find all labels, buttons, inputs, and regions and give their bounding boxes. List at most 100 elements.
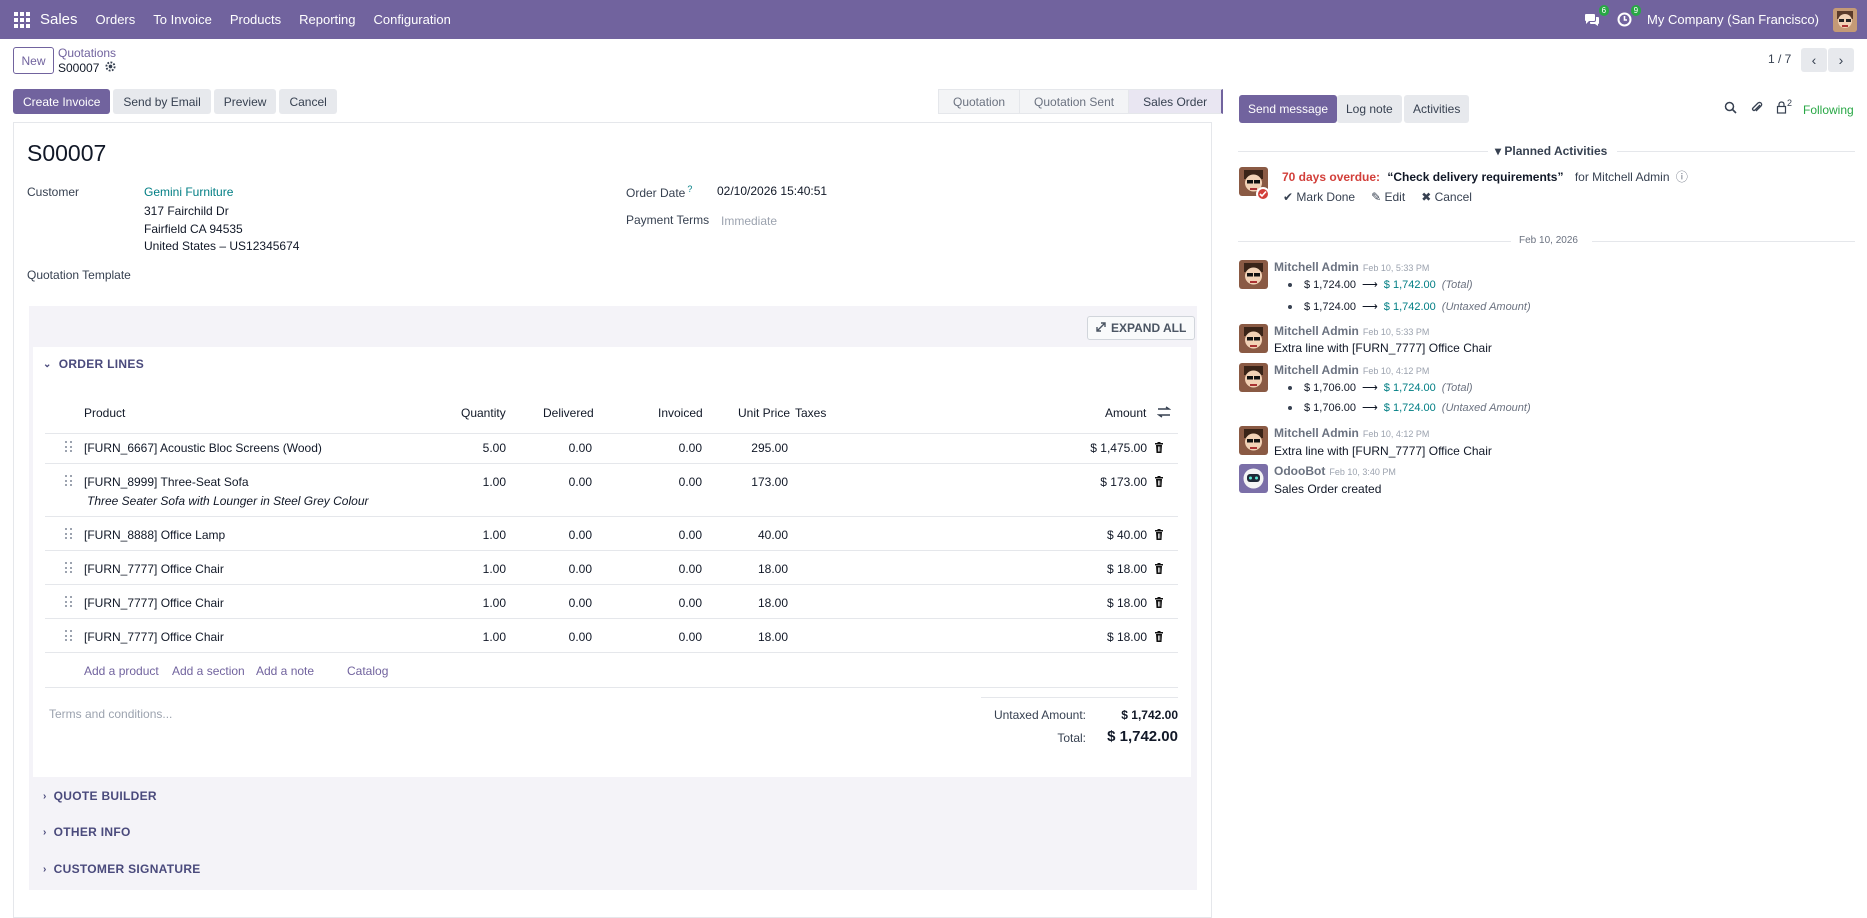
quote-builder-toggle[interactable]: › QUOTE BUILDER (43, 789, 157, 803)
app-grid-icon[interactable] (14, 11, 30, 28)
row-1-invoiced[interactable]: 0.00 (678, 441, 702, 455)
following-toggle[interactable]: Following (1803, 103, 1854, 117)
row-6-unit-price[interactable]: 18.00 (757, 630, 788, 644)
cancel-activity-button[interactable]: ✖ Cancel (1421, 190, 1472, 204)
menu-reporting[interactable]: Reporting (299, 12, 356, 27)
gear-icon[interactable] (105, 61, 116, 75)
row-1-unit-price[interactable]: 295.00 (751, 441, 788, 455)
add-section-link[interactable]: Add a section (172, 664, 245, 678)
order-lines-section-toggle[interactable]: ⌄ ORDER LINES (43, 357, 144, 371)
new-button[interactable]: New (13, 47, 54, 74)
row-3-invoiced[interactable]: 0.00 (678, 528, 702, 542)
edit-activity-button[interactable]: ✎ Edit (1371, 190, 1405, 204)
expand-all-button[interactable]: EXPAND ALL (1087, 316, 1196, 340)
row-3-unit-price[interactable]: 40.00 (757, 528, 788, 542)
row-1-product[interactable]: [FURN_6667] Acoustic Bloc Screens (Wood) (84, 441, 322, 455)
avatar[interactable] (1239, 260, 1268, 289)
row-4-quantity[interactable]: 1.00 (482, 562, 506, 576)
create-invoice-button[interactable]: Create Invoice (13, 89, 111, 114)
cancel-button[interactable]: Cancel (279, 89, 337, 114)
search-icon[interactable] (1724, 101, 1737, 114)
trash-icon[interactable] (1154, 563, 1164, 574)
row-3-quantity[interactable]: 1.00 (482, 528, 506, 542)
mark-done-button[interactable]: ✔ Mark Done (1283, 190, 1355, 204)
pager-next-button[interactable]: › (1828, 48, 1854, 72)
planned-activities-toggle[interactable]: ▾ Planned Activities (1495, 144, 1607, 158)
trash-icon[interactable] (1154, 476, 1164, 487)
company-switcher[interactable]: My Company (San Francisco) (1647, 12, 1819, 27)
row-4-delivered[interactable]: 0.00 (568, 562, 592, 576)
row-5-quantity[interactable]: 1.00 (482, 596, 506, 610)
row-4-product[interactable]: [FURN_7777] Office Chair (84, 562, 224, 576)
row-5-product[interactable]: [FURN_7777] Office Chair (84, 596, 224, 610)
col-quantity[interactable]: Quantity (461, 406, 506, 420)
row-2-description[interactable]: Three Seater Sofa with Lounger in Steel … (87, 494, 369, 508)
col-delivered[interactable]: Delivered (543, 406, 594, 420)
drag-handle-icon[interactable] (65, 596, 74, 608)
row-5-delivered[interactable]: 0.00 (568, 596, 592, 610)
breadcrumb-quotations[interactable]: Quotations (58, 46, 117, 60)
activities-button[interactable]: Activities (1404, 95, 1470, 123)
col-product[interactable]: Product (84, 406, 126, 420)
preview-button[interactable]: Preview (213, 89, 277, 114)
col-unit-price[interactable]: Unit Price (738, 406, 791, 420)
drag-handle-icon[interactable] (65, 475, 74, 487)
activities-clock-icon[interactable]: 9 (1615, 4, 1642, 29)
other-info-toggle[interactable]: › OTHER INFO (43, 825, 131, 839)
col-invoiced[interactable]: Invoiced (658, 406, 703, 420)
trash-icon[interactable] (1154, 529, 1164, 540)
row-4-unit-price[interactable]: 18.00 (757, 562, 788, 576)
row-3-delivered[interactable]: 0.00 (568, 528, 592, 542)
odoobot-avatar[interactable] (1239, 464, 1268, 493)
order-date-field[interactable]: 02/10/2026 15:40:51 (717, 184, 828, 198)
row-6-product[interactable]: [FURN_7777] Office Chair (84, 630, 224, 644)
app-brand[interactable]: Sales (40, 11, 78, 28)
drag-handle-icon[interactable] (65, 528, 74, 540)
trash-icon[interactable] (1154, 597, 1164, 608)
col-taxes[interactable]: Taxes (795, 406, 827, 420)
row-2-unit-price[interactable]: 173.00 (751, 475, 788, 489)
drag-handle-icon[interactable] (65, 562, 74, 574)
send-message-button[interactable]: Send message (1239, 95, 1338, 123)
customer-field[interactable]: Gemini Furniture (144, 185, 234, 199)
log-note-button[interactable]: Log note (1337, 95, 1402, 123)
row-3-product[interactable]: [FURN_8888] Office Lamp (84, 528, 226, 542)
row-1-delivered[interactable]: 0.00 (568, 441, 592, 455)
add-note-link[interactable]: Add a note (256, 664, 315, 678)
row-6-delivered[interactable]: 0.00 (568, 630, 592, 644)
pager-value[interactable]: 1 / 7 (1768, 52, 1792, 66)
drag-handle-icon[interactable] (65, 441, 74, 453)
row-2-invoiced[interactable]: 0.00 (678, 475, 702, 489)
activity-user-avatar[interactable] (1239, 167, 1268, 196)
catalog-link[interactable]: Catalog (347, 664, 389, 678)
send-by-email-button[interactable]: Send by Email (113, 89, 211, 114)
col-amount[interactable]: Amount (1105, 406, 1147, 420)
status-quotation-sent[interactable]: Quotation Sent (1019, 89, 1130, 114)
status-sales-order[interactable]: Sales Order (1128, 89, 1224, 114)
avatar[interactable] (1239, 363, 1268, 392)
pager-previous-button[interactable]: ‹ (1801, 48, 1827, 72)
row-2-delivered[interactable]: 0.00 (568, 475, 592, 489)
avatar[interactable] (1239, 426, 1268, 455)
menu-orders[interactable]: Orders (95, 12, 136, 27)
info-icon[interactable]: ⓘ (1675, 170, 1688, 184)
terms-conditions-input[interactable]: Terms and conditions... (49, 707, 173, 721)
customer-signature-toggle[interactable]: › CUSTOMER SIGNATURE (43, 862, 201, 876)
help-tooltip-icon[interactable]: ? (687, 184, 693, 194)
row-6-quantity[interactable]: 1.00 (482, 630, 506, 644)
avatar[interactable] (1239, 324, 1268, 353)
row-2-product[interactable]: [FURN_8999] Three-Seat Sofa (84, 475, 249, 489)
row-2-quantity[interactable]: 1.00 (482, 475, 506, 489)
followers-button[interactable]: 2 (1776, 98, 1792, 117)
payment-terms-field[interactable]: Immediate (721, 214, 778, 228)
row-1-quantity[interactable]: 5.00 (482, 441, 506, 455)
menu-products[interactable]: Products (229, 12, 282, 27)
status-quotation[interactable]: Quotation (938, 89, 1021, 114)
user-avatar[interactable] (1833, 7, 1857, 32)
row-4-invoiced[interactable]: 0.00 (678, 562, 702, 576)
row-6-invoiced[interactable]: 0.00 (678, 630, 702, 644)
row-5-unit-price[interactable]: 18.00 (757, 596, 788, 610)
trash-icon[interactable] (1154, 442, 1164, 453)
drag-handle-icon[interactable] (65, 630, 74, 642)
messages-icon[interactable]: 6 (1583, 4, 1610, 29)
